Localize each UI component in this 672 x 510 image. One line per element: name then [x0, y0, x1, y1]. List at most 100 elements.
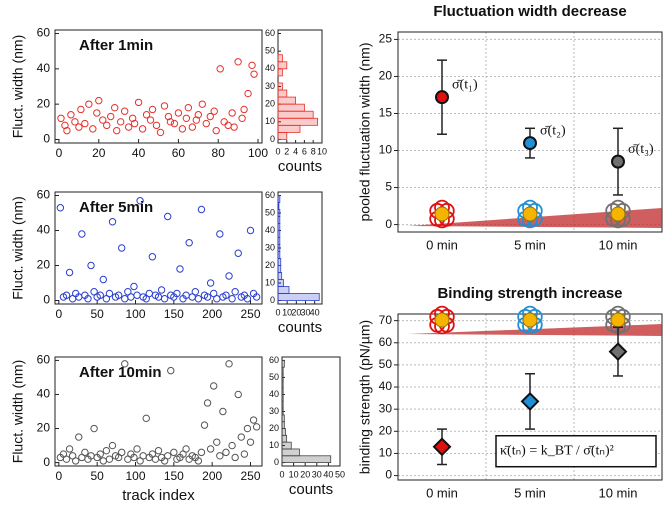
data-point: [145, 289, 154, 298]
histogram-bar: [277, 132, 288, 140]
x-axis-label: track index: [122, 487, 195, 504]
y-tick-label: 60: [37, 353, 51, 367]
data-point: [96, 450, 104, 458]
particle-core: [610, 206, 626, 222]
data-point: [219, 407, 227, 416]
data-point: [111, 103, 119, 112]
data-point: [75, 123, 83, 131]
particle-core: [522, 206, 538, 222]
y-tick-label: 40: [37, 61, 51, 75]
data-point: [228, 295, 236, 303]
data-point: [57, 114, 65, 122]
y-tick-label: 20: [265, 260, 275, 270]
data-point: [200, 421, 209, 429]
y-tick-label: 20: [379, 69, 393, 83]
data-point: [118, 244, 126, 252]
histogram-bar: [281, 394, 284, 402]
y-tick-label: 60: [265, 28, 275, 38]
y-tick-label: 30: [269, 406, 279, 416]
data-point: [134, 98, 143, 107]
x-tick-label: 10: [317, 146, 327, 156]
x-tick-label: 50: [335, 469, 345, 479]
plot-frame: [54, 356, 263, 467]
x-tick-label: 20: [300, 469, 310, 479]
y-tick-label: 0: [270, 134, 275, 144]
data-point: [222, 291, 230, 299]
data-point: [105, 289, 114, 298]
panel-title: After 1min: [79, 37, 153, 54]
data-point: [194, 457, 203, 465]
data-point: [75, 433, 83, 441]
data-point: [184, 103, 193, 112]
data-point: [166, 118, 175, 126]
data-point: [99, 116, 107, 124]
y-tick-label: 10: [379, 446, 393, 460]
data-point: [93, 109, 101, 117]
data-point: [238, 114, 246, 122]
data-point: [71, 118, 79, 126]
data-point: [118, 448, 126, 457]
data-point: [152, 121, 161, 130]
y-tick-label: 50: [265, 46, 275, 56]
data-point: [67, 111, 75, 119]
y-tick-label: 60: [265, 190, 275, 200]
y-tick-label: 0: [43, 132, 50, 146]
data-point: [198, 100, 206, 108]
data-point: [108, 441, 117, 450]
x-tick-label: 40: [323, 469, 333, 479]
y-tick-label: 40: [37, 387, 51, 401]
x-tick-label: 20: [92, 146, 106, 160]
y-tick-label: 50: [265, 207, 275, 217]
y-axis-label: pooled fluctuation width (nm): [357, 43, 373, 222]
y-tick-label: 70: [379, 313, 393, 327]
y-tick-label: 0: [43, 455, 50, 469]
x-tick-label: 10 min: [598, 485, 637, 500]
data-point: [194, 111, 203, 119]
x-tick-label: 0: [55, 469, 62, 483]
y-axis-label: Fluct. width (nm): [10, 196, 26, 299]
x-tick-label: 200: [202, 469, 222, 483]
plot-frame: [397, 31, 663, 233]
histogram-bar: [281, 434, 288, 443]
data-point: [89, 125, 97, 133]
data-point: [210, 382, 218, 390]
x-tick-label: 0: [275, 146, 280, 156]
data-point: [142, 111, 151, 119]
y-tick-label: 20: [379, 423, 393, 437]
particle-core: [434, 312, 450, 328]
histogram-bar: [277, 279, 284, 287]
y-tick-label: 0: [270, 295, 275, 305]
y-axis-label: binding strength (pN/µm): [357, 320, 373, 474]
data-point: [174, 109, 183, 117]
data-point: [56, 204, 65, 212]
data-point: [95, 96, 103, 105]
data-point: [234, 249, 242, 257]
y-axis-label: Fluct. width (nm): [10, 35, 26, 138]
histogram-bar: [277, 202, 280, 210]
data-point: [231, 453, 239, 462]
x-tick-label: 60: [172, 146, 186, 160]
histogram-bar: [277, 96, 297, 105]
data-point: [164, 212, 172, 221]
histogram-bar: [277, 195, 281, 203]
data-point: [170, 119, 179, 128]
y-tick-label: 0: [43, 293, 50, 307]
y-tick-label: 60: [37, 188, 51, 202]
histogram-bar: [281, 366, 284, 375]
y-tick-label: 40: [265, 63, 275, 73]
data-point: [65, 445, 74, 453]
data-point: [87, 261, 95, 270]
x-tick-label: 2: [284, 146, 289, 156]
data-point: [197, 448, 206, 457]
x-tick-label: 0: [56, 146, 63, 160]
x-tick-label: 100: [125, 307, 145, 321]
data-point: [222, 448, 230, 457]
y-tick-label: 0: [274, 457, 279, 467]
y-tick-label: 10: [269, 440, 279, 450]
data-point: [72, 457, 80, 465]
histogram-bar: [281, 387, 284, 395]
data-point: [230, 123, 238, 131]
data-point: [246, 226, 255, 235]
histogram-bar: [277, 61, 288, 70]
